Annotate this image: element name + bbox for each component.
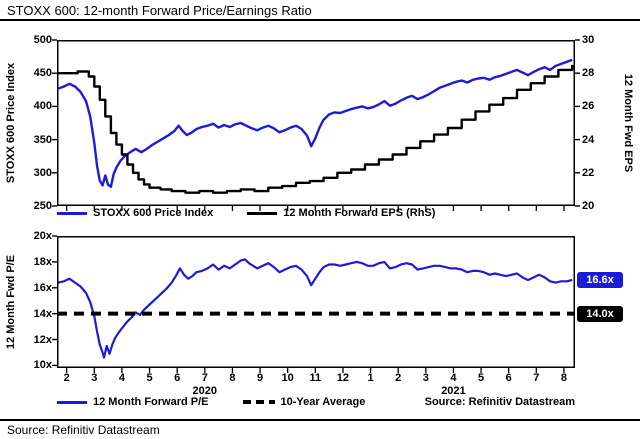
y-tick-label: 450 — [33, 67, 52, 80]
x-tick-label: 8 — [229, 372, 236, 384]
y-tick-label: 28 — [582, 67, 595, 80]
top-left-axis-title: STOXX 600 Price Index — [5, 62, 17, 184]
black-line-swatch-icon — [247, 211, 278, 215]
x-tick-label: 12 — [336, 372, 350, 384]
x-tick-label: 4 — [450, 372, 457, 384]
x-tick-label: 3 — [422, 372, 429, 384]
blue-line-swatch-icon — [57, 211, 87, 215]
legend-item-forward-pe: 12 Month Forward P/E — [57, 396, 209, 408]
price-eps-panel-plot — [52, 39, 580, 211]
legend-label: STOXX 600 Price Index — [93, 207, 214, 219]
year-label: 2020 — [192, 385, 218, 397]
x-tick-label: 9 — [256, 372, 264, 384]
y-tick-label: 400 — [33, 100, 52, 113]
legend-label: 12 Month Forward EPS (RhS) — [283, 207, 436, 219]
blue-line-swatch-icon — [57, 400, 87, 404]
x-tick-label: 4 — [118, 372, 125, 384]
current-pe-badge: 16.6x — [577, 272, 623, 288]
top-right-axis-title: 12 Month Fwd EPS — [622, 73, 634, 173]
y-tick-label: 250 — [33, 200, 52, 212]
x-tick-label: 11 — [309, 372, 322, 384]
y-tick-label: 20 — [582, 200, 595, 212]
x-tick-label: 5 — [146, 372, 153, 384]
title-divider — [0, 19, 640, 21]
y-tick-label: 300 — [33, 166, 52, 179]
legend-item-ten-year-average: 10-Year Average — [242, 396, 366, 408]
x-tick-label: 6 — [505, 372, 512, 384]
y-tick-label: 20x — [33, 230, 52, 242]
x-tick-label: 7 — [201, 372, 208, 384]
x-tick-label: 7 — [533, 372, 540, 384]
x-tick-label: 1 — [367, 372, 374, 384]
page-title: STOXX 600: 12-month Forward Price/Earnin… — [7, 3, 312, 18]
y-tick-label: 16x — [33, 281, 52, 294]
legend-label: 10-Year Average — [280, 396, 366, 408]
legend-item-forward-eps: 12 Month Forward EPS (RhS) — [247, 207, 435, 219]
y-tick-label: 12x — [33, 333, 52, 346]
x-tick-label: 3 — [91, 372, 98, 384]
x-tick-label: 8 — [560, 372, 567, 384]
y-tick-label: 14x — [33, 307, 52, 320]
average-pe-badge: 14.0x — [577, 305, 623, 322]
y-tick-label: 10x — [33, 359, 52, 372]
y-tick-label: 22 — [582, 166, 595, 179]
y-tick-label: 24 — [582, 133, 595, 146]
chart-source-label: Source: Refinitiv Datastream — [424, 396, 575, 408]
top-panel-legend: STOXX 600 Price Index 12 Month Forward E… — [57, 207, 575, 219]
y-tick-label: 18x — [33, 255, 52, 268]
legend-item-price-index: STOXX 600 Price Index — [57, 207, 213, 219]
dashed-line-swatch-icon — [242, 400, 275, 404]
footer-divider — [0, 419, 640, 421]
y-tick-label: 350 — [33, 133, 52, 146]
legend-label: 12 Month Forward P/E — [93, 396, 209, 408]
bottom-left-axis-title: 12 Month Fwd P/E — [5, 254, 17, 350]
x-tick-label: 2 — [395, 372, 402, 384]
y-tick-label: 26 — [582, 100, 595, 113]
y-tick-label: 30 — [582, 34, 595, 46]
x-tick-label: 2 — [63, 372, 70, 384]
source-footer: Source: Refinitiv Datastream — [7, 423, 160, 437]
bottom-panel-legend: 12 Month Forward P/E 10-Year Average Sou… — [57, 396, 575, 408]
y-tick-label: 500 — [33, 34, 52, 46]
year-label: 2021 — [441, 385, 466, 397]
x-tick-label: 5 — [478, 372, 485, 384]
forward-pe-panel-plot — [52, 235, 575, 373]
x-tick-label: 10 — [281, 372, 294, 384]
x-tick-label: 6 — [174, 372, 181, 384]
